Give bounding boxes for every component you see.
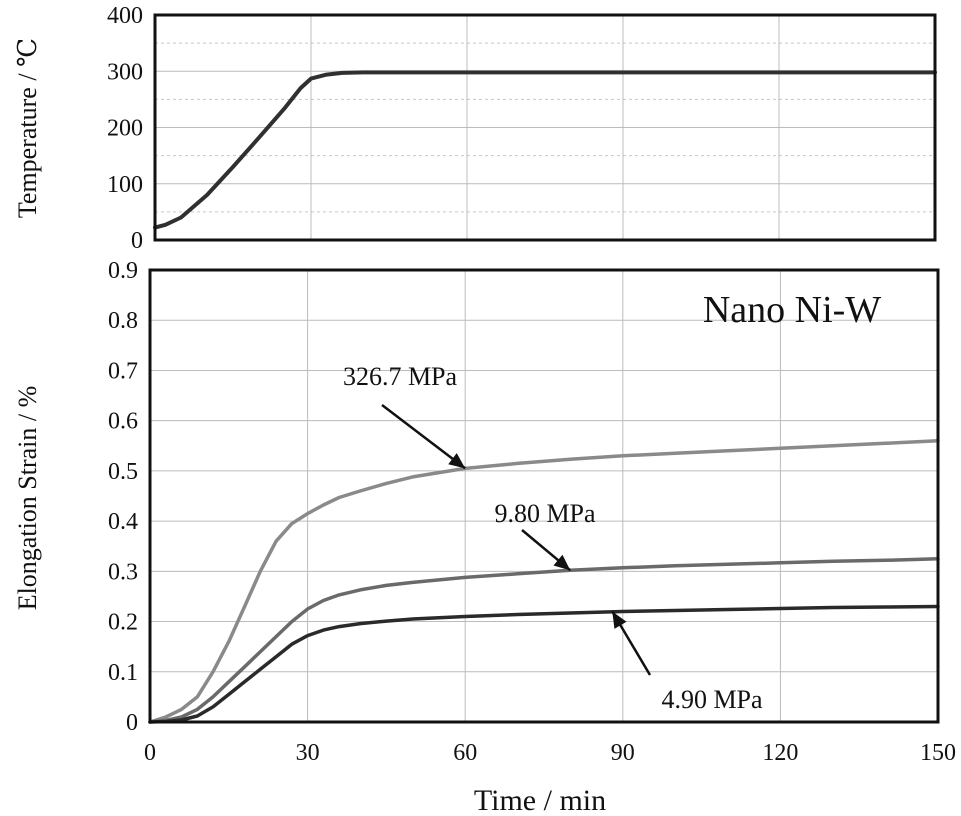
strain-x-tick-label: 120 xyxy=(762,740,798,766)
strain-plot-frame xyxy=(148,268,940,724)
strain-y-tick-label: 0.9 xyxy=(108,258,138,284)
temperature-series-line-0 xyxy=(153,70,937,230)
strain-x-tick-label: 0 xyxy=(144,740,156,766)
temperature-y-tick-label: 0 xyxy=(131,228,143,254)
strain-x-tick-label: 30 xyxy=(296,740,320,766)
series-label-2: 4.90 MPa xyxy=(661,685,763,714)
strain-series-line-1 xyxy=(148,557,940,724)
strain-y-tick-label: 0.5 xyxy=(108,459,138,485)
strain-panel: 0 0.1 0.2 0.3 0.4 0.5 0.6 0.7 0.8 0.9 0 30 60 90 120 15… xyxy=(108,258,956,766)
strain-y-tick-label: 0.3 xyxy=(108,559,138,585)
strain-y-tick-label: 0.8 xyxy=(108,308,138,334)
temperature-y-tick-label: 100 xyxy=(107,172,143,198)
temperature-y-tick-label: 300 xyxy=(107,59,143,85)
strain-x-tick-label: 60 xyxy=(453,740,477,766)
strain-x-tick-label: 150 xyxy=(920,740,956,766)
temperature-plot-frame xyxy=(153,13,937,242)
arrow-head-2 xyxy=(612,611,627,629)
strain-y-tick-label: 0.1 xyxy=(108,660,138,686)
temperature-panel: 0 100 200 300 400 xyxy=(107,3,937,254)
strain-y-tick-label: 0.6 xyxy=(108,409,138,435)
strain-x-tick-label: 90 xyxy=(611,740,635,766)
strain-series-line-2 xyxy=(148,604,940,724)
temperature-y-tick-label: 400 xyxy=(107,3,143,29)
temperature-y-axis-title: Temperature / ℃ xyxy=(13,38,42,218)
arrow-shaft-0 xyxy=(381,404,466,470)
series-label-1: 9.80 MPa xyxy=(494,499,596,528)
strain-y-tick-label: 0.4 xyxy=(108,509,138,535)
chart-annotation: Nano Ni-W xyxy=(703,289,881,331)
arrow-head-0 xyxy=(448,453,466,469)
strain-y-tick-label: 0.7 xyxy=(108,358,138,384)
arrow-head-1 xyxy=(553,554,571,571)
x-axis-title: Time / min xyxy=(474,784,606,816)
strain-y-tick-label: 0 xyxy=(126,710,138,736)
strain-series-line-0 xyxy=(148,439,940,724)
temperature-y-tick-label: 200 xyxy=(107,116,143,142)
strain-y-axis-title: Elongation Strain / % xyxy=(13,386,42,611)
strain-y-tick-label: 0.2 xyxy=(108,610,138,636)
series-label-0: 326.7 MPa xyxy=(343,362,458,391)
